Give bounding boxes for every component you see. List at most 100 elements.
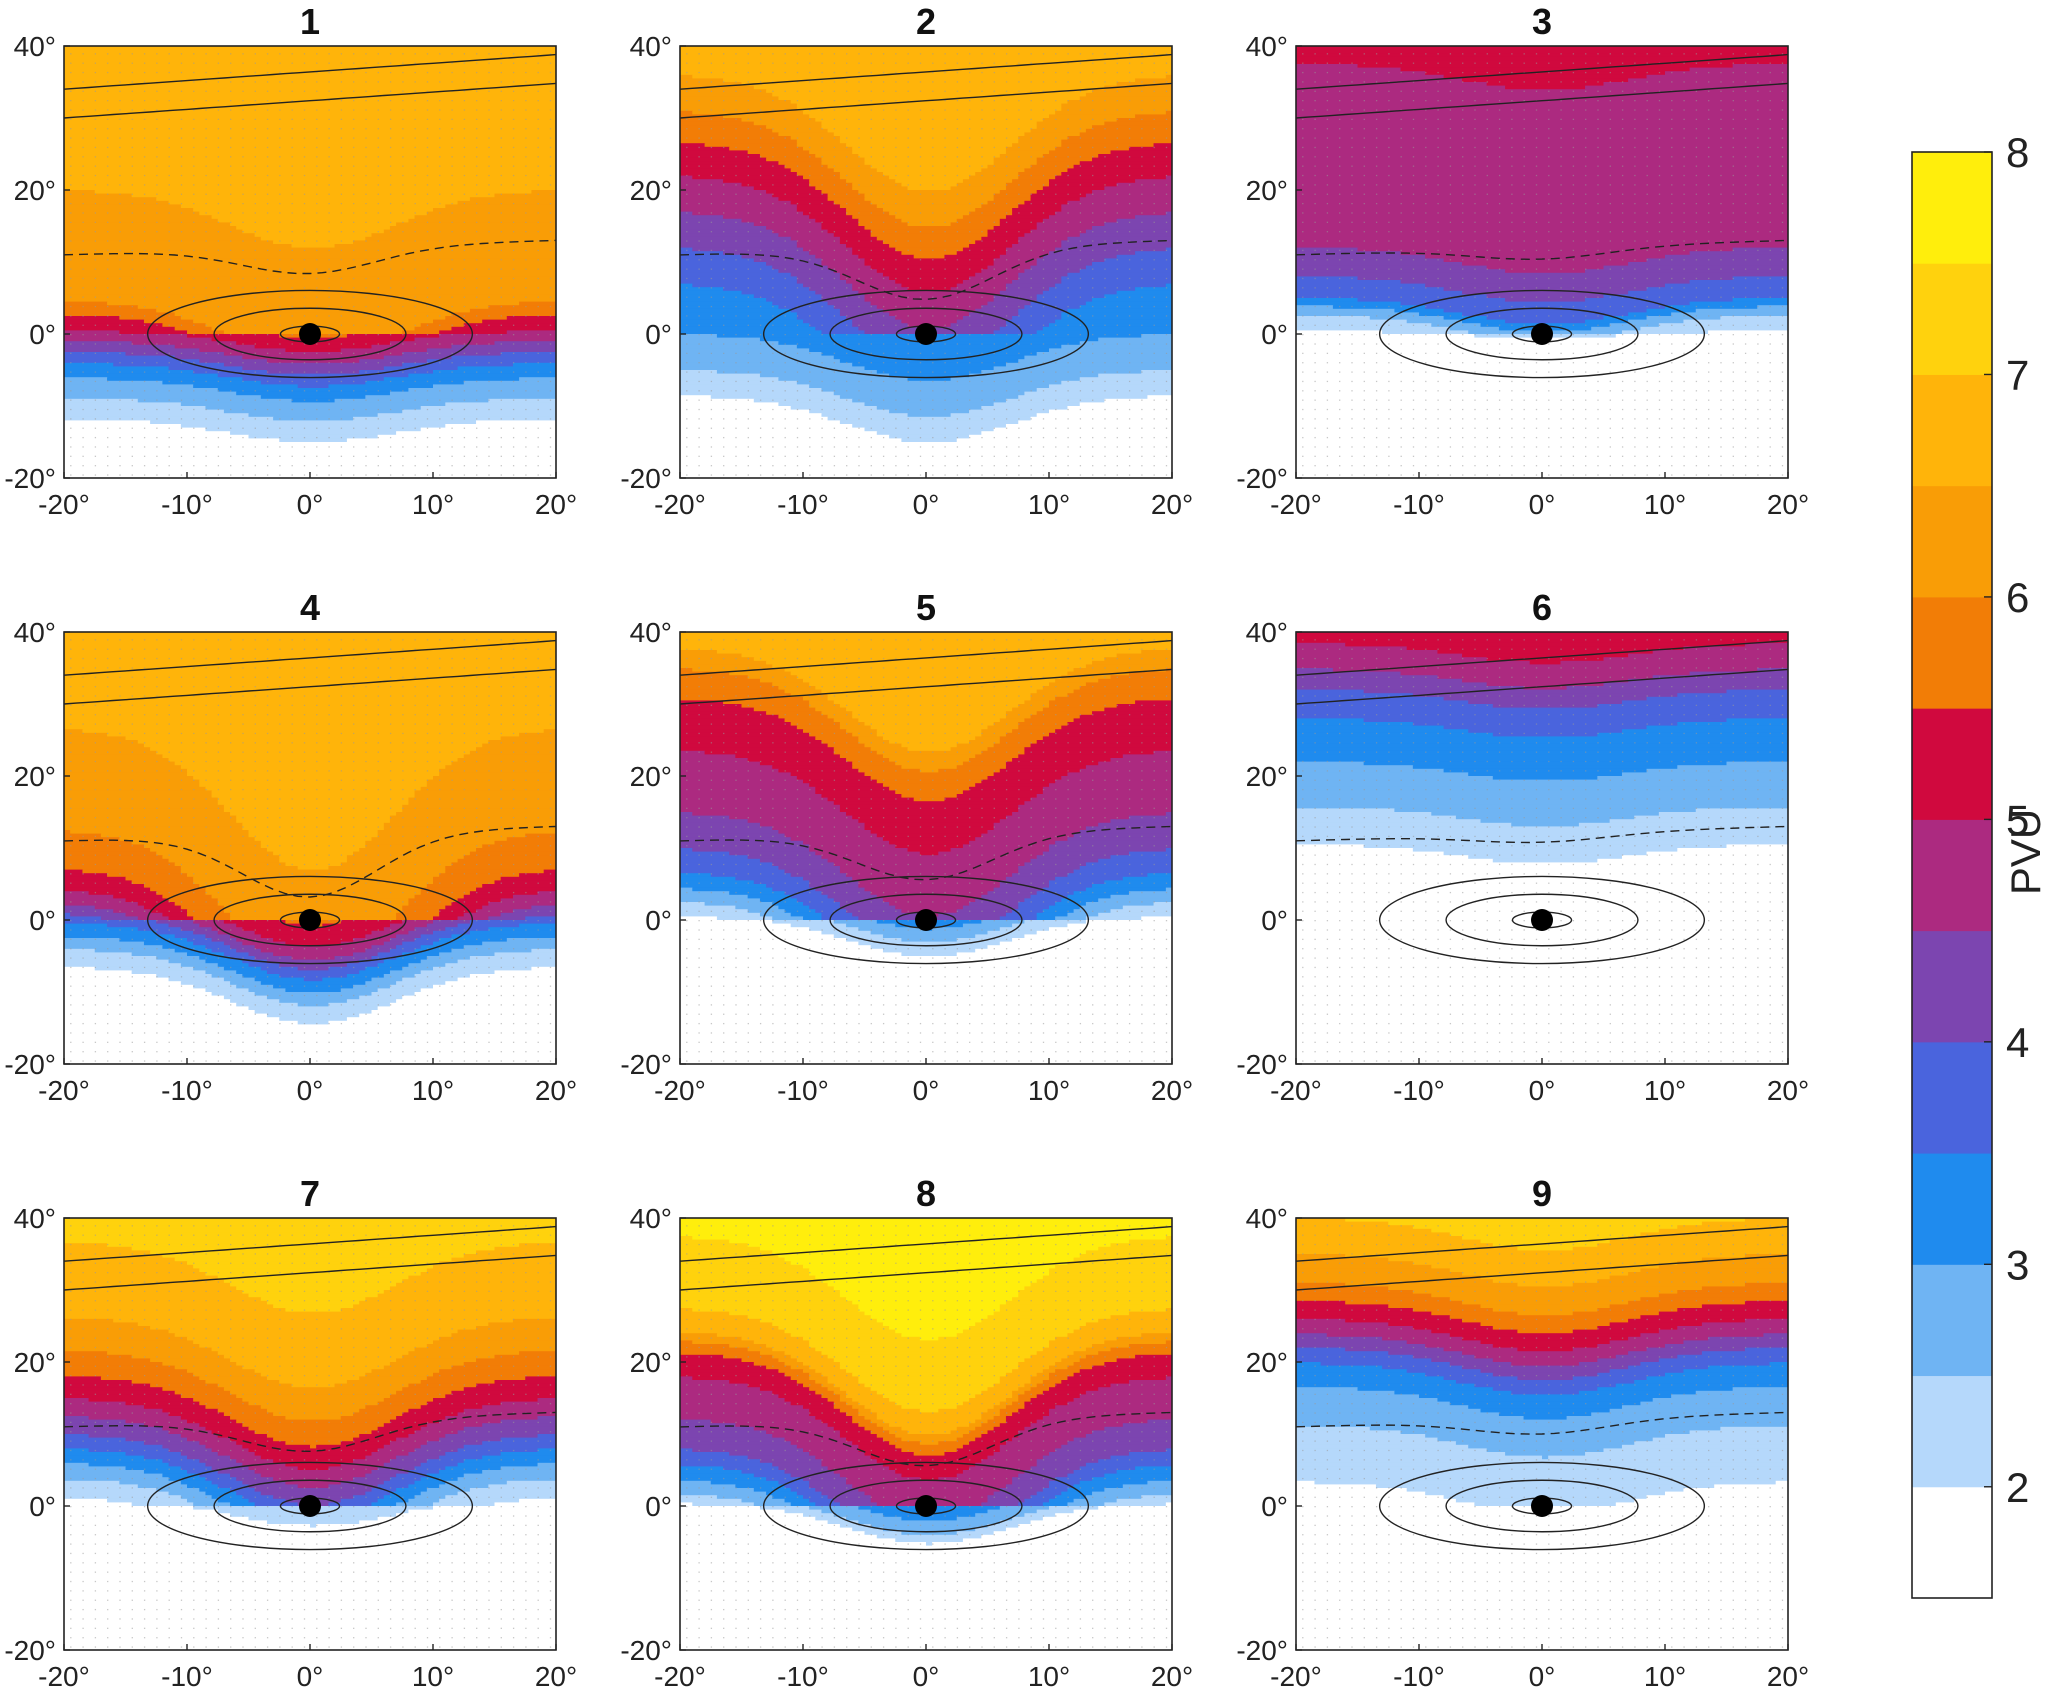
contour-closed (1445, 307, 1639, 361)
y-tick-label: -20° (1236, 1635, 1288, 1666)
panel-title: 5 (916, 587, 936, 628)
contour-line (1296, 1225, 1788, 1262)
y-tick-label: 20° (1246, 761, 1288, 792)
x-tick-label: 0° (913, 489, 940, 520)
y-tick-label: -20° (4, 1635, 56, 1666)
colorbar-segment (1912, 596, 1992, 709)
y-tick-label: 0° (29, 1491, 56, 1522)
x-tick-label: 20° (1151, 489, 1193, 520)
contour-line (680, 1225, 1172, 1262)
panel-4: 4 -20° -10° 0° 10° 20° 40° 20° 0° -20° (4, 587, 577, 1106)
contour-dashed (680, 1411, 1172, 1467)
x-tick-label: 10° (1644, 1661, 1686, 1692)
y-tick-label: 20° (1246, 175, 1288, 206)
contour-line (64, 1225, 556, 1262)
stippling (1302, 639, 1784, 1062)
x-tick-label: 0° (297, 1661, 324, 1692)
contours (680, 639, 1172, 965)
y-tick-label: 0° (645, 1491, 672, 1522)
colorbar-tick-label: 3 (2006, 1241, 2029, 1288)
panel-title: 6 (1532, 587, 1552, 628)
contour-line (64, 1254, 556, 1291)
x-tick-label: 20° (535, 1661, 577, 1692)
contour-line (64, 639, 556, 676)
x-tick-label: 10° (1028, 489, 1070, 520)
x-tick-label: -10° (1393, 1661, 1445, 1692)
y-tick-label: 40° (14, 617, 56, 648)
stippling (686, 53, 1168, 476)
center-marker (1531, 909, 1553, 931)
contour-line (1296, 82, 1788, 119)
colorbar-segment (1912, 263, 1992, 375)
center-marker (299, 1495, 321, 1517)
x-tick-label: -20° (1270, 1075, 1322, 1106)
contour-line (680, 1254, 1172, 1291)
contour-closed (213, 893, 407, 947)
panel-1: 1 -20° -10° 0° 10° 20° 40° 20° 0° -20° (4, 1, 577, 520)
panel-title: 1 (300, 1, 320, 42)
center-marker (1531, 1495, 1553, 1517)
contour-dashed (64, 1411, 556, 1453)
x-tick-label: 20° (1767, 1661, 1809, 1692)
x-tick-label: 0° (1529, 489, 1556, 520)
y-tick-label: 20° (630, 175, 672, 206)
pv-field (64, 46, 556, 478)
colorbar-segment (1912, 930, 1992, 1043)
y-tick-label: 40° (630, 1203, 672, 1234)
y-tick-label: 40° (1246, 617, 1288, 648)
pv-field (680, 632, 1172, 1064)
x-tick-label: -20° (38, 1075, 90, 1106)
contour-line (64, 53, 556, 90)
contour-line (680, 668, 1172, 705)
contour-closed (762, 289, 1090, 379)
y-tick-label: -20° (620, 1635, 672, 1666)
stippling (686, 639, 1168, 1062)
center-marker (299, 909, 321, 931)
panel-title: 9 (1532, 1173, 1552, 1214)
panel-8: 8 -20° -10° 0° 10° 20° 40° 20° 0° -20° (620, 1173, 1193, 1692)
pv-field (1296, 46, 1788, 478)
x-tick-label: -20° (38, 1661, 90, 1692)
y-tick-label: 40° (14, 31, 56, 62)
x-tick-label: 20° (1151, 1075, 1193, 1106)
contour-closed (146, 875, 474, 965)
colorbar-frame (1911, 151, 1993, 1599)
colorbar-tick-label: 6 (2006, 574, 2029, 621)
stippling (70, 53, 552, 476)
y-tick-label: 0° (29, 319, 56, 350)
contour-dashed (1296, 239, 1788, 261)
x-tick-label: 0° (1529, 1661, 1556, 1692)
x-tick-label: -20° (654, 1075, 706, 1106)
contour-closed (1445, 893, 1639, 947)
colorbar-segment (1912, 1264, 1992, 1377)
x-tick-label: 0° (297, 489, 324, 520)
colorbar-segment (1912, 152, 1992, 264)
contour-closed (829, 893, 1023, 947)
colorbar-tick-label: 5 (2006, 796, 2029, 843)
panel-title: 4 (300, 587, 320, 628)
center-marker (915, 909, 937, 931)
contour-line (1296, 1254, 1788, 1291)
x-tick-label: 10° (1028, 1661, 1070, 1692)
y-tick-label: 0° (645, 319, 672, 350)
y-tick-label: -20° (1236, 1049, 1288, 1080)
y-tick-label: 20° (14, 1347, 56, 1378)
y-tick-label: 0° (1261, 319, 1288, 350)
contour-closed (213, 307, 407, 361)
pv-field (1296, 1218, 1788, 1650)
y-tick-label: 20° (1246, 1347, 1288, 1378)
contour-dashed (680, 239, 1172, 301)
x-tick-label: -10° (161, 489, 213, 520)
colorbar-tick-label: 4 (2006, 1019, 2029, 1066)
x-tick-label: -20° (38, 489, 90, 520)
contour-closed (1445, 1479, 1639, 1533)
x-tick-label: 0° (1529, 1075, 1556, 1106)
colorbar-tick-label: 8 (2006, 129, 2029, 176)
contours (1296, 53, 1788, 379)
contour-closed (146, 1461, 474, 1551)
panel-title: 2 (916, 1, 936, 42)
y-tick-label: 0° (29, 905, 56, 936)
panel-5: 5 -20° -10° 0° 10° 20° 40° 20° 0° -20° (620, 587, 1193, 1106)
contour-dashed (64, 239, 556, 275)
contour-closed (762, 875, 1090, 965)
